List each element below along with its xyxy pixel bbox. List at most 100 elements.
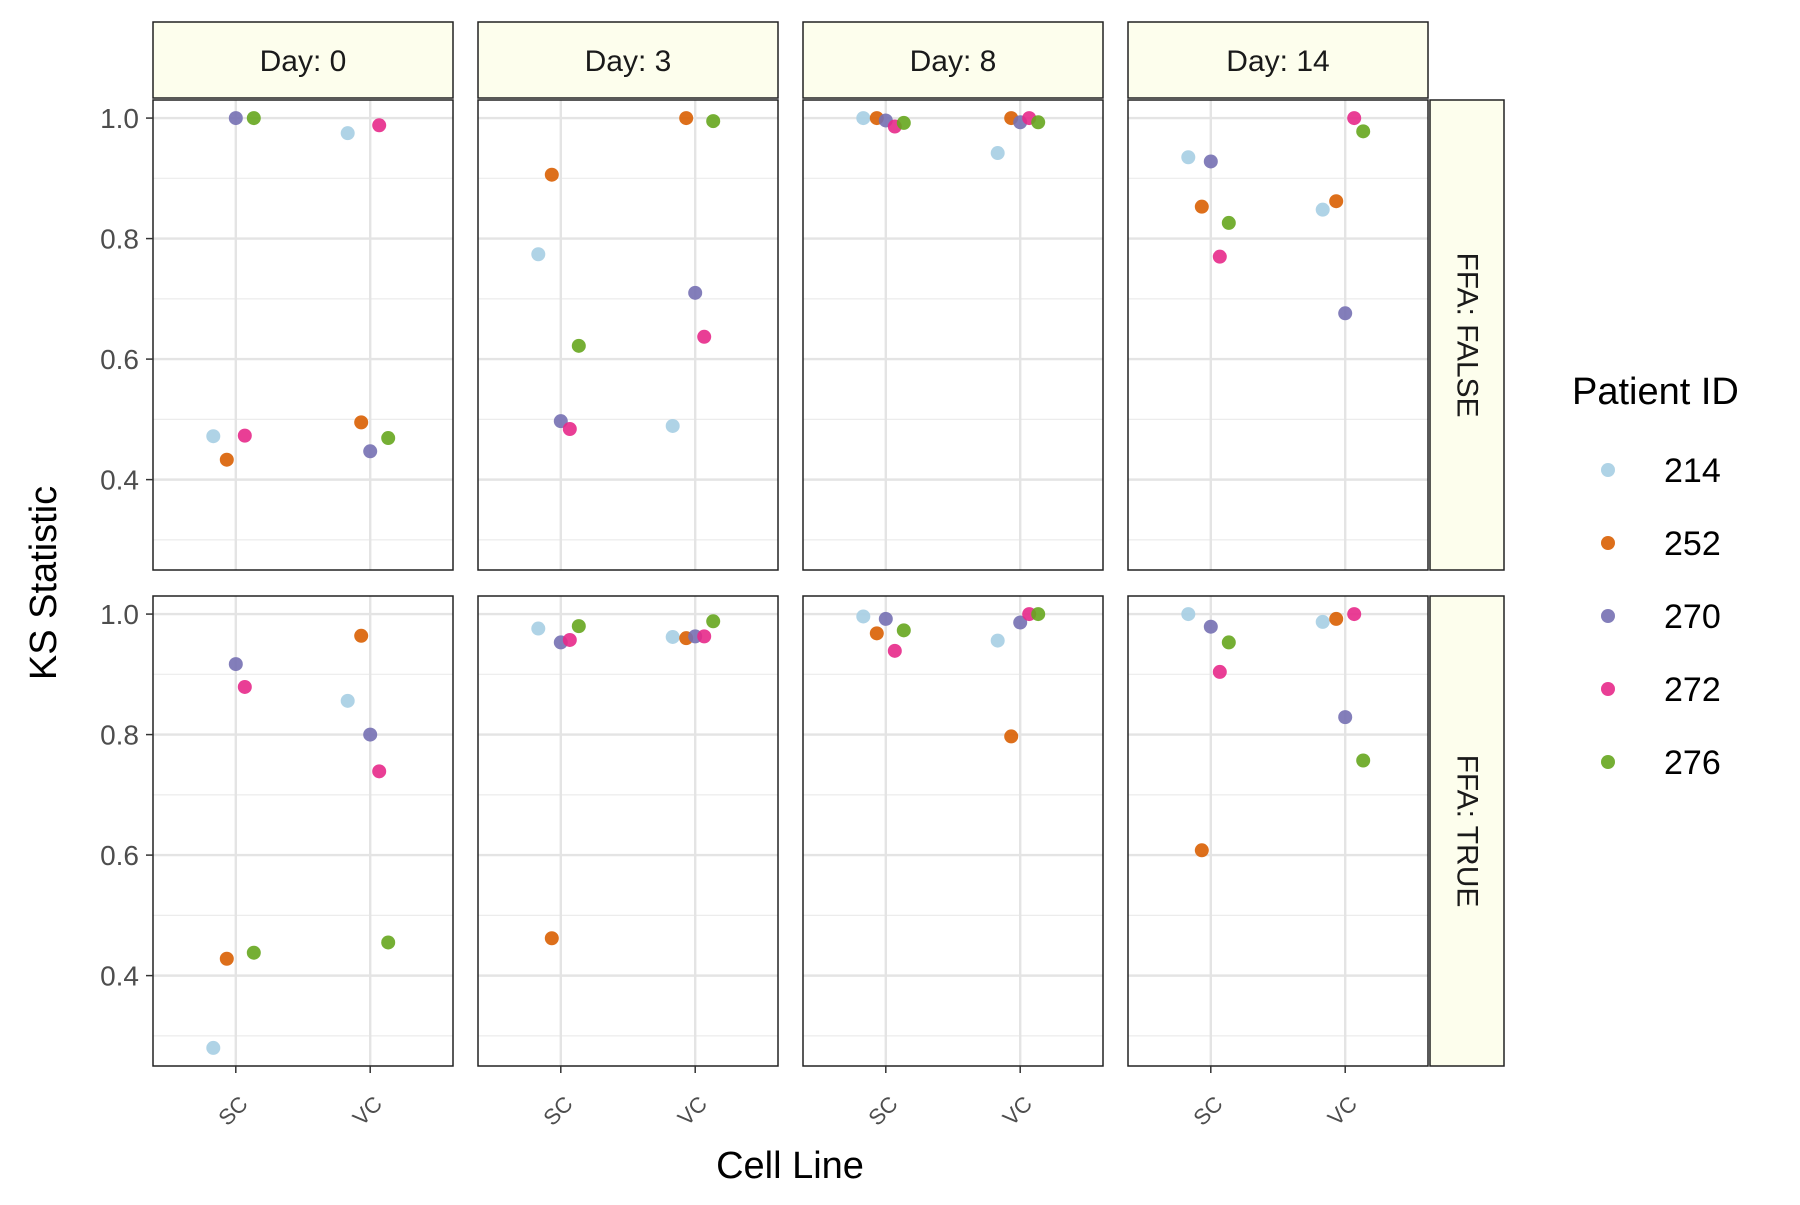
- data-point: [381, 431, 396, 446]
- legend-marker: [1601, 755, 1615, 769]
- data-point: [1356, 124, 1371, 139]
- data-point: [544, 167, 559, 182]
- data-point: [1338, 306, 1353, 321]
- data-point: [1031, 115, 1046, 130]
- y-tick-label: 0.6: [100, 840, 139, 871]
- data-point: [1181, 150, 1196, 165]
- column-strip: [1127, 21, 1429, 99]
- panel-border: [802, 99, 1104, 571]
- data-point: [896, 623, 911, 638]
- data-point: [363, 727, 378, 742]
- data-point: [363, 444, 378, 459]
- data-point: [1013, 615, 1028, 630]
- data-point: [1212, 249, 1227, 264]
- data-point: [1315, 202, 1330, 217]
- data-point: [1194, 843, 1209, 858]
- panel-background: [478, 596, 778, 1066]
- data-point: [878, 611, 893, 626]
- y-tick-label: 0.4: [100, 961, 139, 992]
- column-strip-label: Day: 14: [1226, 45, 1329, 78]
- legend-title: Patient ID: [1572, 371, 1739, 413]
- panel-background: [153, 100, 453, 570]
- x-tick-label: VC: [673, 1091, 712, 1130]
- panel-border: [802, 595, 1104, 1067]
- data-point: [219, 951, 234, 966]
- legend-marker: [1601, 682, 1615, 696]
- data-point: [340, 693, 355, 708]
- data-point: [679, 111, 694, 126]
- y-tick-label: 0.4: [100, 465, 139, 496]
- data-point: [665, 629, 680, 644]
- x-tick-label: VC: [1323, 1091, 1362, 1130]
- panels-layer: Day: 0 Day: 3 Day: 8 Day: 14 FFA: FALSE FFA: …: [152, 21, 1505, 1067]
- legend-marker: [1601, 609, 1615, 623]
- x-tick-label: SC: [538, 1091, 577, 1130]
- row-strip: [1429, 99, 1505, 571]
- data-point: [1347, 111, 1362, 126]
- column-strip-label: Day: 0: [260, 45, 347, 78]
- data-point: [1194, 199, 1209, 214]
- legend-marker: [1601, 463, 1615, 477]
- data-point: [887, 643, 902, 658]
- data-point: [990, 146, 1005, 161]
- row-strip-label: FFA: TRUE: [1451, 755, 1484, 908]
- data-point: [1338, 710, 1353, 725]
- data-point: [372, 764, 387, 779]
- y-tick-label: 0.8: [100, 720, 139, 751]
- x-tick-label: SC: [863, 1091, 902, 1130]
- data-point: [354, 628, 369, 643]
- data-point: [237, 428, 252, 443]
- data-point: [531, 247, 546, 262]
- x-tick-label: SC: [213, 1091, 252, 1130]
- data-point: [381, 935, 396, 950]
- y-tick-label: 1.0: [100, 599, 139, 630]
- data-point: [228, 111, 243, 126]
- data-point: [206, 429, 221, 444]
- data-point: [1221, 215, 1236, 230]
- x-axis-title: Cell Line: [716, 1145, 864, 1187]
- x-tick-label: SC: [1188, 1091, 1227, 1130]
- row-strip: [1429, 595, 1505, 1067]
- column-strip-label: Day: 3: [585, 45, 672, 78]
- panel-background: [478, 100, 778, 570]
- data-point: [1181, 607, 1196, 622]
- legend-label: 252: [1664, 525, 1721, 563]
- panel-background: [1128, 596, 1428, 1066]
- legend: Patient ID 214 252 270 272 276: [1572, 371, 1739, 782]
- column-strip: [477, 21, 779, 99]
- data-point: [1212, 664, 1227, 679]
- data-point: [1356, 753, 1371, 768]
- column-strip: [152, 21, 454, 99]
- data-point: [697, 329, 712, 344]
- column-strip-label: Day: 8: [910, 45, 997, 78]
- panel-border: [1127, 99, 1429, 571]
- data-point: [1329, 611, 1344, 626]
- data-point: [896, 115, 911, 130]
- data-point: [340, 126, 355, 141]
- legend-label: 214: [1664, 452, 1721, 490]
- panel-border: [1127, 595, 1429, 1067]
- data-point: [237, 679, 252, 694]
- y-axis-title: KS Statistic: [23, 486, 65, 680]
- data-point: [1347, 607, 1362, 622]
- data-point: [206, 1040, 221, 1055]
- panel-background: [1128, 100, 1428, 570]
- data-point: [354, 415, 369, 430]
- y-tick-label: 1.0: [100, 103, 139, 134]
- x-tick-label: VC: [348, 1091, 387, 1130]
- data-point: [688, 285, 703, 300]
- legend-label: 272: [1664, 671, 1721, 709]
- data-point: [1004, 729, 1019, 744]
- data-point: [1031, 607, 1046, 622]
- data-point: [706, 614, 721, 629]
- data-point: [1203, 154, 1218, 169]
- data-point: [228, 657, 243, 672]
- data-point: [544, 931, 559, 946]
- column-strip: [802, 21, 1104, 99]
- data-point: [562, 632, 577, 647]
- data-point: [246, 111, 261, 126]
- data-point: [665, 418, 680, 433]
- data-point: [706, 114, 721, 129]
